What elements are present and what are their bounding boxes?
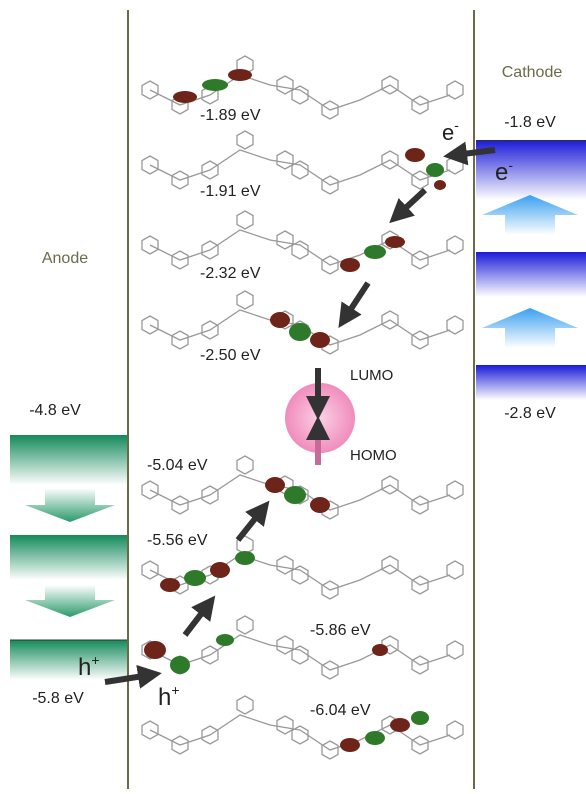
energy-level: -2.8 eV bbox=[504, 405, 556, 422]
orbital-energy: -5.04 eV bbox=[147, 457, 208, 474]
orbital-energy: -6.04 eV bbox=[310, 702, 371, 719]
energy-level: -4.8 eV bbox=[29, 402, 81, 419]
energy-level: -5.8 eV bbox=[32, 690, 84, 707]
cathode-label: Cathode bbox=[502, 64, 563, 81]
anode-bands bbox=[10, 435, 127, 680]
orbital-energy: -5.86 eV bbox=[310, 622, 371, 639]
homo-label: HOMO bbox=[350, 447, 397, 464]
anode-label: Anode bbox=[42, 250, 88, 267]
electron-label: e- bbox=[442, 117, 459, 145]
diagram: Cathode -1.8 eV -2.8 eV e- e- Anode -4.8… bbox=[0, 0, 586, 789]
orbital-energy: -2.50 eV bbox=[200, 347, 261, 364]
cathode-bands bbox=[476, 140, 586, 400]
orbital-energy: -2.32 eV bbox=[200, 265, 261, 282]
orbital-energy: -1.89 eV bbox=[200, 107, 261, 124]
hole-label: h+ bbox=[158, 682, 180, 711]
lumo-label: LUMO bbox=[350, 367, 393, 384]
orbital-energy: -5.56 eV bbox=[147, 532, 208, 549]
energy-level: -1.8 eV bbox=[504, 114, 556, 131]
orbital-energy: -1.91 eV bbox=[200, 183, 261, 200]
